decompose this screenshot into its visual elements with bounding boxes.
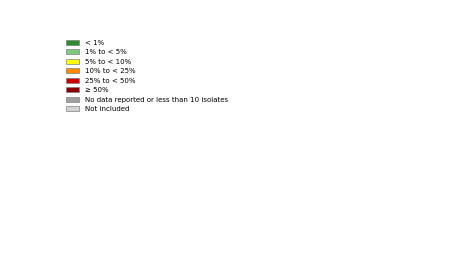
Legend: < 1%, 1% to < 5%, 5% to < 10%, 10% to < 25%, 25% to < 50%, ≥ 50%, No data report: < 1%, 1% to < 5%, 5% to < 10%, 10% to < … (63, 37, 231, 115)
